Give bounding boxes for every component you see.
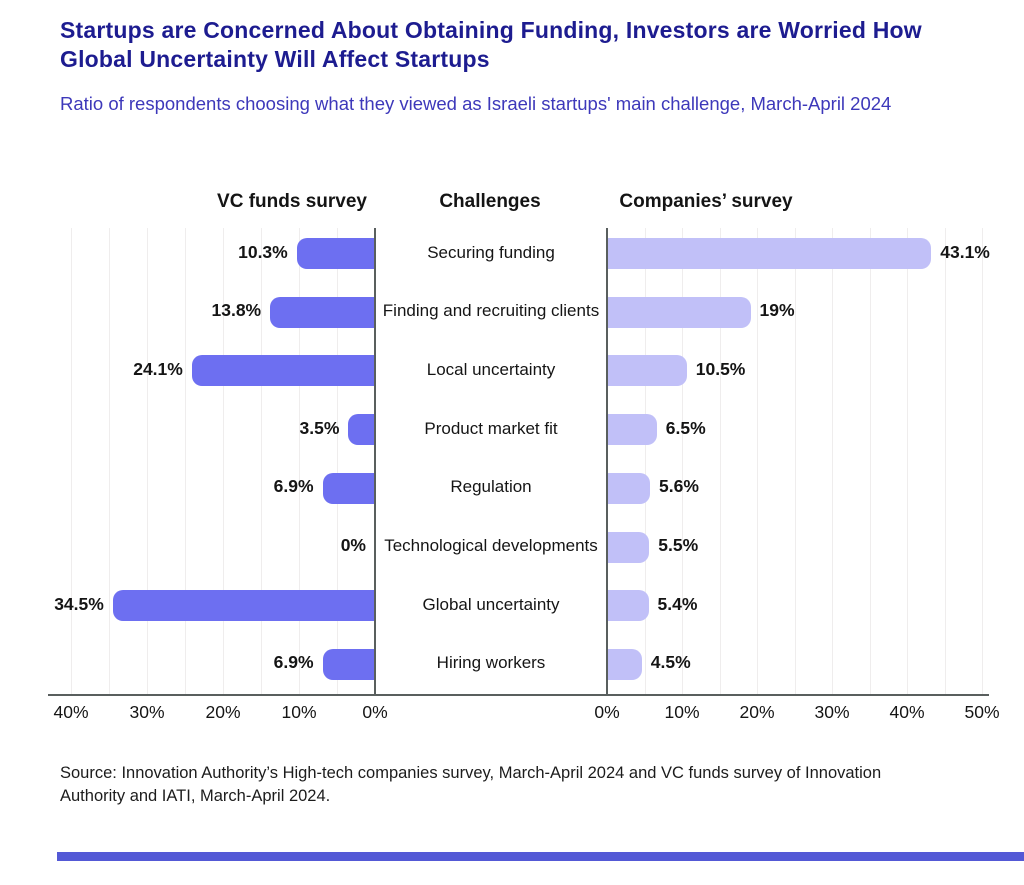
- vc-value-label: 6.9%: [273, 476, 314, 497]
- gridline: [832, 228, 833, 694]
- companies-bar: [608, 648, 642, 680]
- left-axis-tick: 0%: [362, 702, 388, 722]
- gridline: [337, 228, 338, 694]
- right-axis-tick: 30%: [814, 702, 850, 722]
- right-axis-tick: 20%: [739, 702, 775, 722]
- vc-bar: [322, 648, 375, 680]
- companies-value-label: 10.5%: [695, 358, 746, 379]
- companies-bar: [608, 531, 650, 563]
- right-axis-tick: 40%: [889, 702, 925, 722]
- right-axis-tick: 0%: [594, 702, 620, 722]
- category-label: Product market fit: [424, 418, 558, 438]
- category-label: Hiring workers: [436, 653, 546, 673]
- category-label: Securing funding: [427, 242, 555, 262]
- vc-value-label: 13.8%: [211, 300, 262, 321]
- column-header-vc-funds-survey: VC funds survey: [217, 191, 367, 212]
- companies-bar: [608, 472, 650, 504]
- vc-bar: [348, 414, 375, 446]
- vc-value-label: 6.9%: [273, 652, 314, 673]
- left-axis-tick: 10%: [281, 702, 317, 722]
- left-axis-tick: 40%: [53, 702, 89, 722]
- vc-value-label: 3.5%: [299, 417, 340, 438]
- vc-bar: [270, 296, 375, 328]
- gridline: [185, 228, 186, 694]
- category-label: Local uncertainty: [426, 359, 556, 379]
- companies-value-label: 5.5%: [658, 535, 699, 555]
- gridline: [109, 228, 110, 694]
- page-subtitle: Ratio of respondents choosing what they …: [60, 93, 892, 114]
- gridline: [907, 228, 908, 694]
- gridline: [299, 228, 300, 694]
- footer-accent-bar: [57, 852, 1024, 861]
- source-note: Source: Innovation Authority’s High-tech…: [60, 764, 882, 806]
- vc-value-label: 0%: [340, 535, 366, 555]
- gridline: [794, 228, 796, 694]
- vc-value-label: 10.3%: [238, 241, 288, 262]
- category-label: Global uncertainty: [422, 594, 560, 614]
- gridline: [682, 228, 683, 694]
- companies-value-label: 43.1%: [940, 241, 990, 262]
- gridline: [869, 228, 871, 694]
- column-header-companies-survey: Companies’ survey: [619, 191, 793, 212]
- left-axis-tick: 20%: [205, 702, 241, 722]
- x-axis-line: [48, 694, 989, 696]
- companies-bar: [608, 590, 649, 622]
- gridline: [147, 228, 148, 694]
- companies-value-label: 19%: [759, 300, 795, 321]
- category-label: Finding and recruiting clients: [382, 301, 600, 321]
- gridline: [982, 228, 983, 694]
- gridline: [719, 228, 721, 694]
- column-header-challenges: Challenges: [439, 191, 541, 212]
- vc-value-label: 34.5%: [54, 593, 104, 614]
- vc-bar: [296, 238, 375, 269]
- companies-value-label: 5.4%: [657, 593, 698, 614]
- vc-bar: [322, 472, 375, 504]
- right-axis-tick: 10%: [664, 702, 700, 722]
- category-label: Regulation: [450, 477, 532, 497]
- right-axis-tick: 50%: [964, 702, 1000, 722]
- right-zero-axis-line: [606, 228, 608, 694]
- left-axis-tick: 30%: [129, 702, 165, 722]
- vc-value-label: 24.1%: [133, 358, 183, 379]
- vc-bar: [191, 355, 375, 387]
- companies-value-label: 6.5%: [665, 417, 706, 438]
- companies-value-label: 4.5%: [650, 652, 691, 673]
- page-title: Startups are Concerned About Obtaining F…: [60, 17, 922, 73]
- companies-bar: [608, 355, 687, 387]
- category-label: Technological developments: [384, 536, 598, 555]
- gridline: [71, 228, 72, 694]
- gridline: [757, 228, 758, 694]
- gridline: [261, 228, 262, 694]
- vc-bar: [112, 590, 375, 622]
- gridline: [223, 228, 224, 694]
- gridline: [944, 228, 946, 694]
- left-zero-axis-line: [374, 228, 376, 694]
- companies-bar: [608, 414, 657, 446]
- companies-value-label: 5.6%: [659, 476, 699, 497]
- gridline: [644, 228, 646, 694]
- companies-bar: [608, 296, 751, 328]
- companies-bar: [608, 238, 932, 269]
